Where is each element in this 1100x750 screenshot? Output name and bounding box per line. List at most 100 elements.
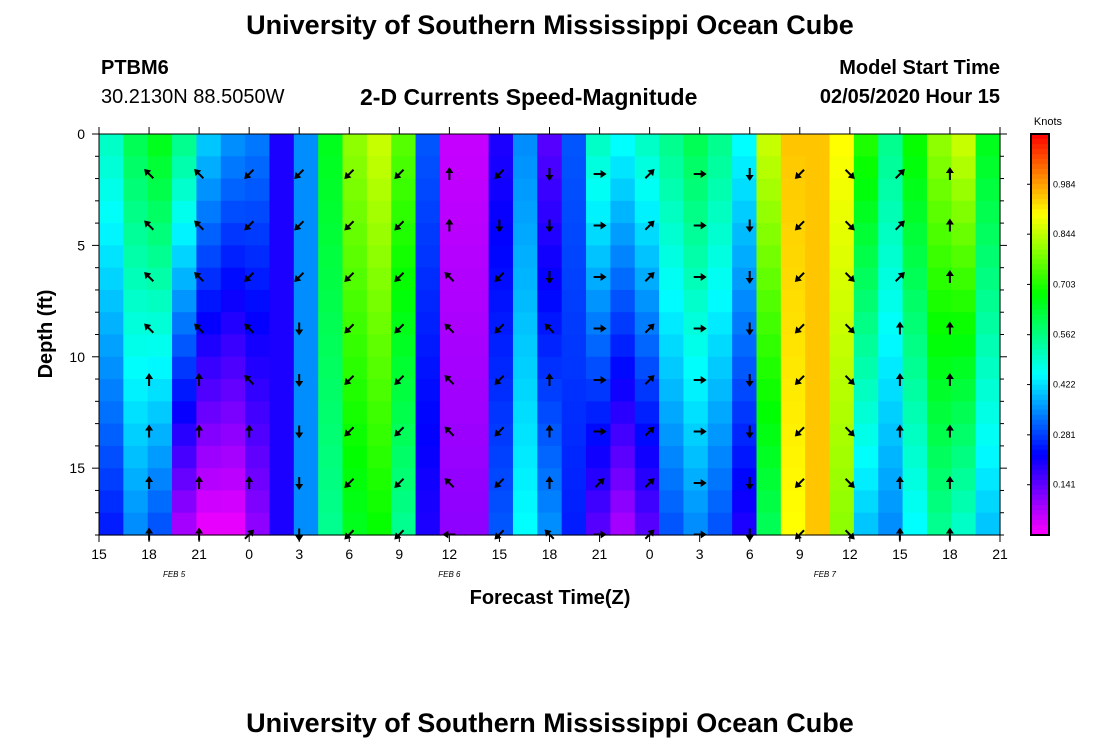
heatmap-cell <box>415 401 441 425</box>
heatmap-cell <box>805 134 831 157</box>
heatmap-cell <box>780 356 806 380</box>
heatmap-cell <box>829 334 855 358</box>
heatmap-cell <box>269 423 295 447</box>
current-vector-arrow <box>494 375 505 385</box>
colorbar-segment <box>1031 229 1049 235</box>
current-vector-arrow <box>494 272 505 282</box>
current-vector-arrow <box>545 476 554 489</box>
heatmap-cell <box>318 512 344 536</box>
current-vector-arrow <box>394 169 405 179</box>
heatmap-cell <box>172 356 197 380</box>
heatmap-cell <box>123 267 149 291</box>
heatmap-cell <box>342 178 368 202</box>
colorbar-segment <box>1031 289 1049 295</box>
current-vector-arrow <box>745 271 754 284</box>
heatmap-cell <box>220 468 246 492</box>
heatmap-cell <box>878 356 904 380</box>
heatmap-cell <box>391 401 417 425</box>
heatmap-cell <box>659 245 685 269</box>
heatmap-cell <box>391 423 417 447</box>
heatmap-cell <box>805 289 831 313</box>
heatmap-cell <box>561 200 587 224</box>
heatmap-cell <box>610 223 636 246</box>
heatmap-cell <box>318 379 344 402</box>
heatmap-cell <box>586 267 611 291</box>
heatmap-cell <box>951 445 977 469</box>
heatmap-cell <box>586 223 611 246</box>
heatmap-cell <box>99 267 124 291</box>
current-vector-arrow <box>195 373 204 386</box>
heatmap-cell <box>853 156 879 180</box>
heatmap-cell <box>439 200 465 224</box>
heatmap-cell <box>196 379 222 402</box>
heatmap-cell <box>634 512 660 536</box>
heatmap-cell <box>683 134 709 157</box>
x-tick-label: 12 <box>442 546 458 562</box>
heatmap-cell <box>707 401 733 425</box>
heatmap-cell <box>172 490 197 514</box>
heatmap-cell <box>878 445 904 469</box>
heatmap-cell <box>391 356 417 380</box>
heatmap-cell <box>805 423 831 447</box>
heatmap-cell <box>902 267 928 291</box>
heatmap-cell <box>537 178 563 202</box>
heatmap-cell <box>269 401 295 425</box>
heatmap-cell <box>415 312 441 336</box>
heatmap-cell <box>586 356 611 380</box>
heatmap-cell <box>780 312 806 336</box>
heatmap-cell <box>634 134 660 157</box>
heatmap-cell <box>464 512 490 536</box>
heatmap-cell <box>683 445 709 469</box>
heatmap-cell <box>366 401 392 425</box>
heatmap-cell <box>537 334 563 358</box>
heatmap-cell <box>99 200 124 224</box>
heatmap-cell <box>586 490 611 514</box>
heatmap-cell <box>99 445 124 469</box>
current-vector-arrow <box>544 323 555 334</box>
heatmap-cell <box>586 245 611 269</box>
heatmap-cell <box>756 178 782 202</box>
heatmap-cell <box>853 379 879 402</box>
heatmap-cell <box>220 156 246 180</box>
colorbar-segment <box>1031 499 1049 506</box>
station-id: PTBM6 <box>101 57 169 79</box>
heatmap-cell <box>829 356 855 380</box>
heatmap-cell <box>756 200 782 224</box>
heatmap-cell <box>610 423 636 447</box>
heatmap-cell <box>902 468 928 492</box>
heatmap-cell <box>99 490 124 514</box>
current-vector-arrow <box>344 323 355 334</box>
heatmap-cell <box>172 379 197 402</box>
heatmap-cell <box>439 468 465 492</box>
heatmap-cell <box>391 490 417 514</box>
current-vector-arrow <box>945 270 954 283</box>
heatmap-cell <box>732 468 758 492</box>
current-vector-arrow <box>494 169 505 179</box>
current-vector-arrow <box>144 220 155 231</box>
heatmap-cell <box>269 468 295 492</box>
heatmap-cell <box>878 134 904 157</box>
heatmap-cell <box>245 223 271 246</box>
heatmap-cell <box>780 245 806 269</box>
heatmap-cell <box>853 267 879 291</box>
heatmap-cell <box>780 401 806 425</box>
heatmap-cell <box>975 490 1001 514</box>
heatmap-cell <box>561 379 587 402</box>
heatmap-cell <box>269 379 295 402</box>
heatmap-cell <box>415 445 441 469</box>
heatmap-cell <box>878 490 904 514</box>
station-coordinates: 30.2130N 88.5050W <box>101 86 285 108</box>
heatmap-cell <box>488 334 514 358</box>
current-vector-arrow <box>394 478 405 488</box>
heatmap-cell <box>464 134 490 157</box>
heatmap-cell <box>902 423 928 447</box>
heatmap-cell <box>780 134 806 157</box>
current-vector-arrow <box>945 373 954 386</box>
x-tick-label: 15 <box>492 546 508 562</box>
heatmap-cells <box>99 134 1001 536</box>
heatmap-cell <box>147 356 173 380</box>
heatmap-cell <box>415 468 441 492</box>
heatmap-cell <box>99 401 124 425</box>
heatmap-cell <box>391 223 417 246</box>
colorbar-segment <box>1031 419 1049 426</box>
